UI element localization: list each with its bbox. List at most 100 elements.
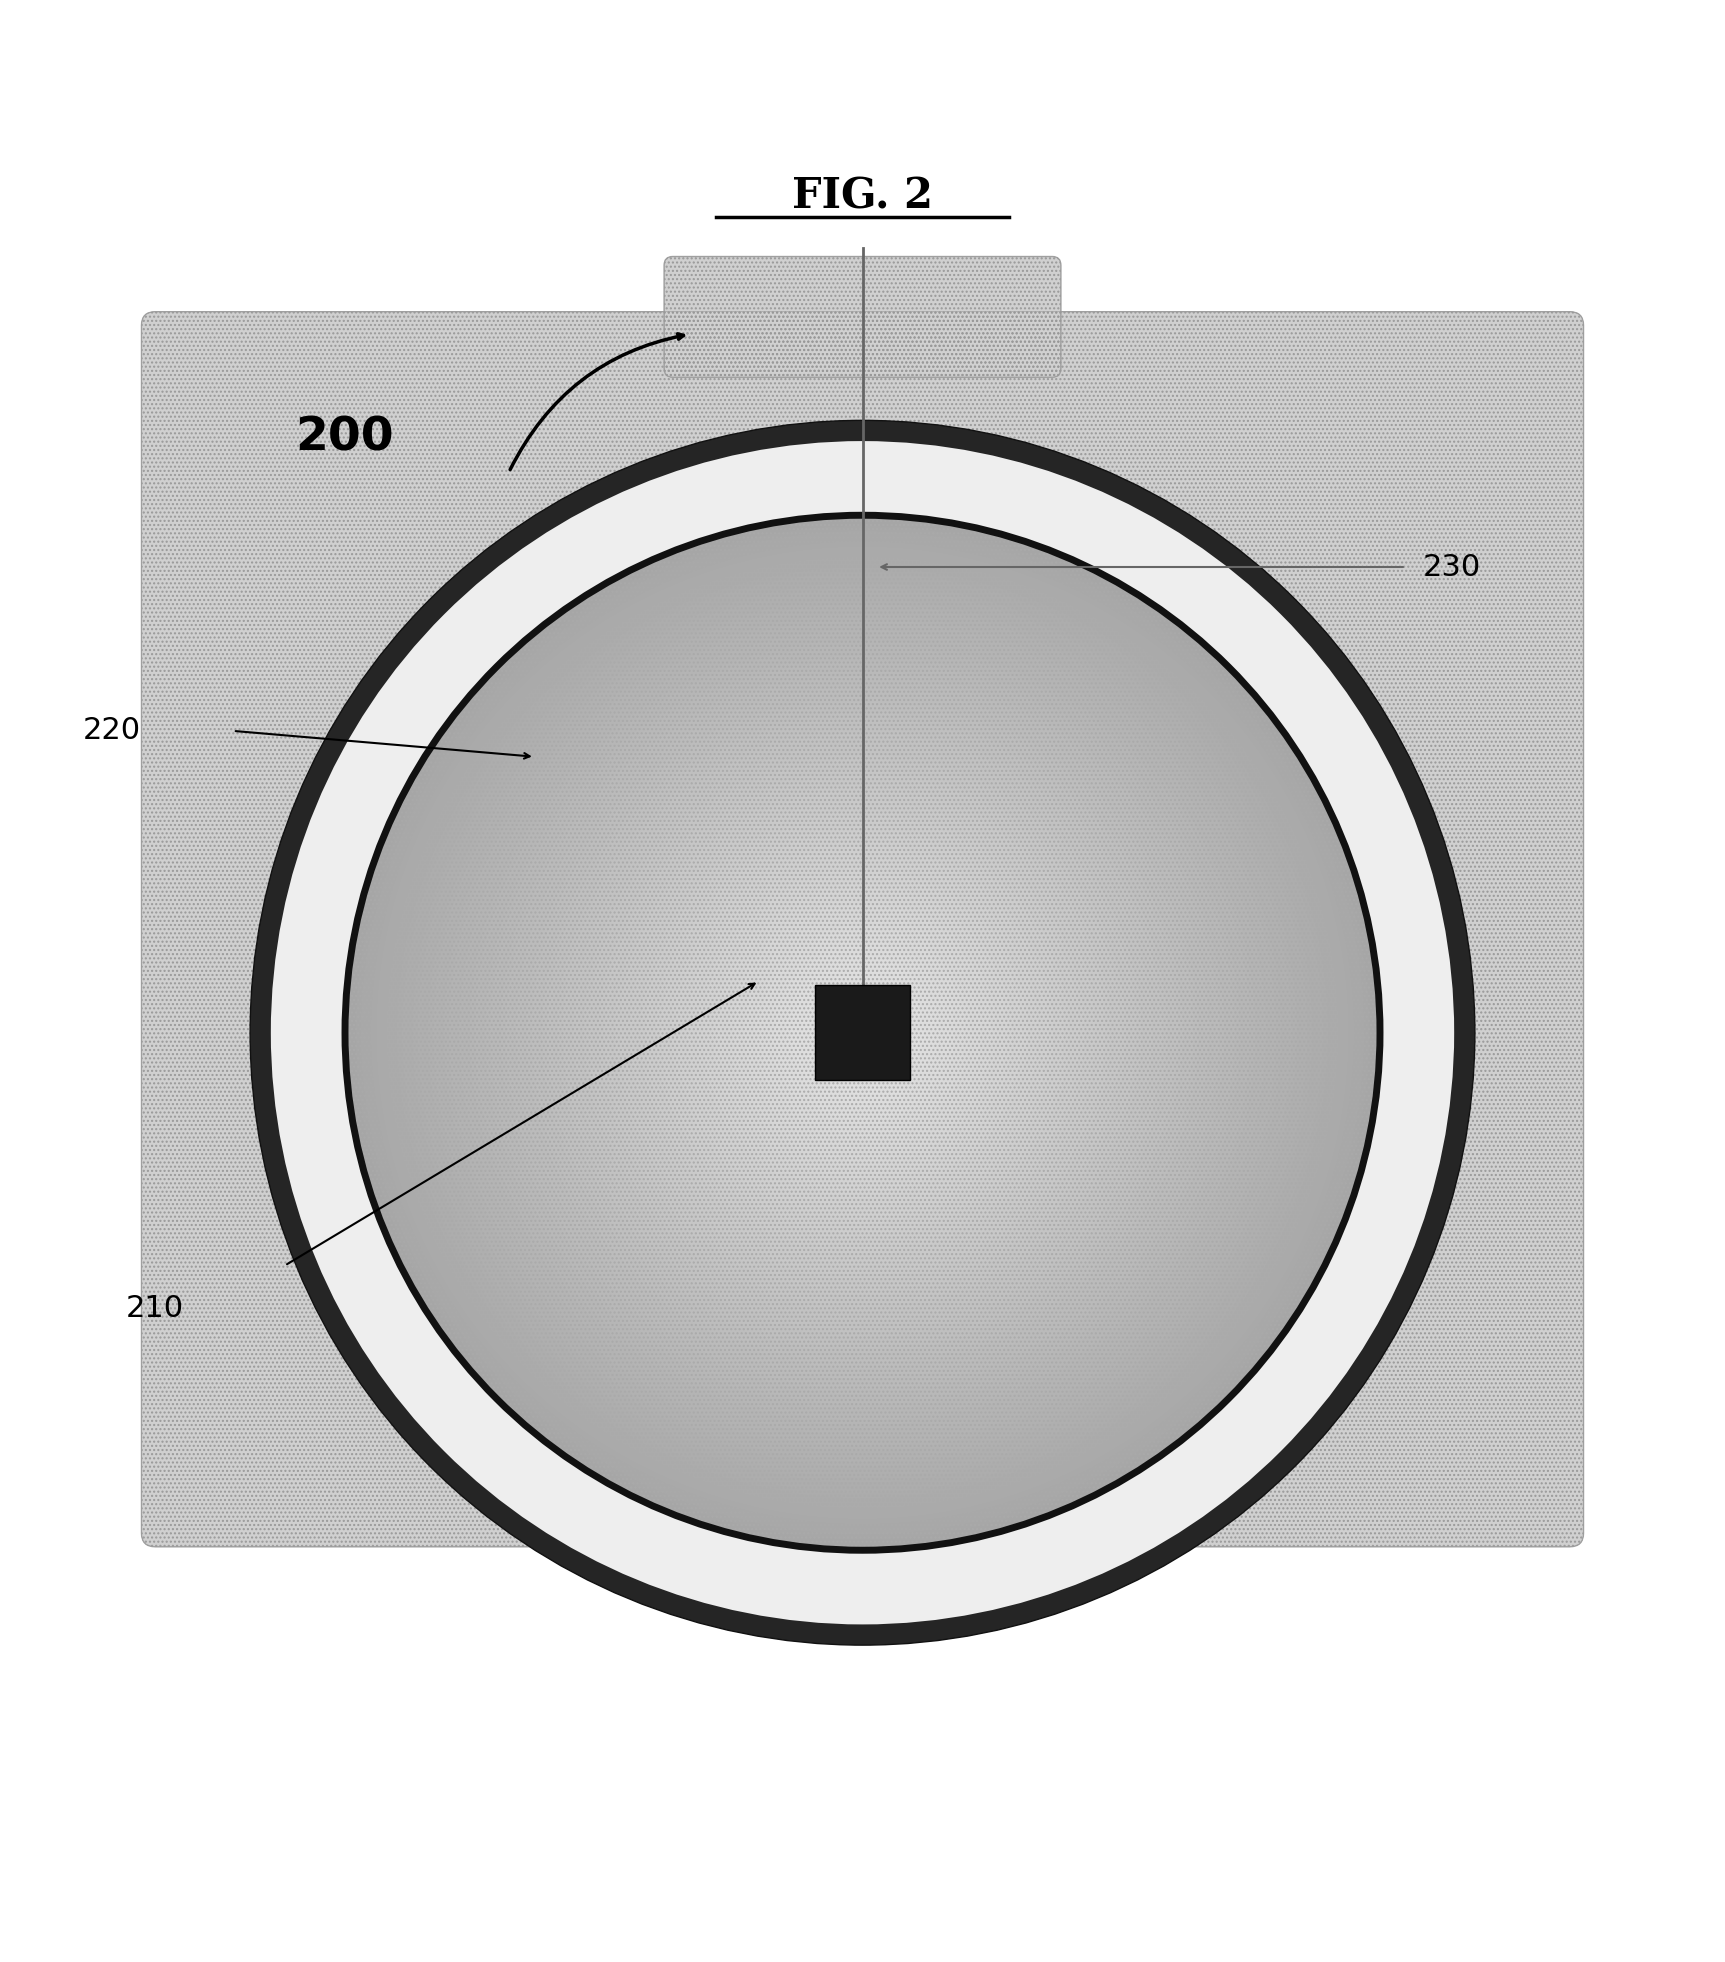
Circle shape xyxy=(759,930,966,1136)
Circle shape xyxy=(412,583,1313,1483)
Circle shape xyxy=(806,975,919,1089)
Circle shape xyxy=(250,420,1475,1644)
Circle shape xyxy=(687,857,1038,1209)
Circle shape xyxy=(697,867,1028,1199)
Circle shape xyxy=(578,748,1147,1317)
Circle shape xyxy=(816,987,909,1079)
Circle shape xyxy=(593,763,1132,1303)
Circle shape xyxy=(775,946,950,1120)
Circle shape xyxy=(371,542,1354,1524)
Text: 230: 230 xyxy=(1423,553,1482,581)
Text: 210: 210 xyxy=(126,1295,185,1322)
Circle shape xyxy=(795,965,930,1101)
Circle shape xyxy=(531,702,1194,1364)
FancyBboxPatch shape xyxy=(141,312,1584,1546)
Circle shape xyxy=(433,602,1292,1462)
Circle shape xyxy=(542,712,1183,1354)
Circle shape xyxy=(650,820,1075,1246)
Circle shape xyxy=(500,671,1225,1395)
Circle shape xyxy=(361,532,1364,1534)
Text: FIG. 2: FIG. 2 xyxy=(792,175,933,218)
Circle shape xyxy=(624,795,1101,1271)
Circle shape xyxy=(366,536,1359,1530)
Circle shape xyxy=(738,908,987,1158)
Circle shape xyxy=(712,883,1013,1183)
FancyBboxPatch shape xyxy=(664,257,1061,377)
Circle shape xyxy=(355,526,1370,1540)
Circle shape xyxy=(392,561,1333,1503)
Circle shape xyxy=(852,1022,873,1044)
Circle shape xyxy=(681,852,1044,1214)
Circle shape xyxy=(438,608,1287,1458)
Circle shape xyxy=(485,655,1240,1411)
Circle shape xyxy=(780,950,945,1116)
Circle shape xyxy=(583,753,1142,1313)
Circle shape xyxy=(443,614,1282,1452)
Circle shape xyxy=(666,836,1059,1230)
Circle shape xyxy=(459,630,1266,1436)
Circle shape xyxy=(397,567,1328,1499)
Circle shape xyxy=(733,903,992,1162)
Circle shape xyxy=(604,773,1121,1291)
Circle shape xyxy=(831,1003,894,1063)
Circle shape xyxy=(707,877,1018,1189)
Circle shape xyxy=(640,810,1085,1256)
Circle shape xyxy=(454,624,1271,1442)
Circle shape xyxy=(516,687,1209,1379)
Circle shape xyxy=(505,675,1220,1389)
Circle shape xyxy=(547,716,1178,1348)
Circle shape xyxy=(800,971,925,1095)
Circle shape xyxy=(464,634,1261,1430)
Circle shape xyxy=(671,842,1054,1224)
Circle shape xyxy=(423,593,1302,1473)
Circle shape xyxy=(857,1028,868,1038)
Circle shape xyxy=(676,846,1049,1218)
Circle shape xyxy=(568,738,1157,1328)
Circle shape xyxy=(599,769,1126,1297)
Circle shape xyxy=(790,959,935,1105)
Circle shape xyxy=(552,722,1173,1344)
Circle shape xyxy=(821,991,904,1073)
Circle shape xyxy=(417,589,1308,1477)
Circle shape xyxy=(609,779,1116,1287)
Circle shape xyxy=(495,665,1230,1401)
Circle shape xyxy=(769,940,956,1126)
Circle shape xyxy=(764,934,961,1130)
Circle shape xyxy=(754,924,971,1142)
Circle shape xyxy=(536,706,1189,1360)
Circle shape xyxy=(402,573,1323,1493)
Circle shape xyxy=(842,1012,883,1054)
Circle shape xyxy=(656,826,1070,1240)
Circle shape xyxy=(469,640,1256,1426)
Circle shape xyxy=(350,520,1375,1546)
Circle shape xyxy=(847,1016,878,1048)
Circle shape xyxy=(511,681,1214,1385)
Circle shape xyxy=(743,914,982,1152)
Circle shape xyxy=(376,545,1349,1519)
Circle shape xyxy=(573,744,1152,1322)
Circle shape xyxy=(723,893,1002,1173)
Text: 200: 200 xyxy=(295,416,395,461)
Circle shape xyxy=(661,832,1064,1234)
Circle shape xyxy=(562,732,1163,1332)
Circle shape xyxy=(386,557,1339,1509)
Circle shape xyxy=(718,889,1007,1177)
Circle shape xyxy=(728,899,997,1167)
Circle shape xyxy=(702,873,1023,1193)
Bar xyxy=(814,985,911,1081)
Circle shape xyxy=(428,598,1297,1468)
Circle shape xyxy=(785,955,940,1110)
Circle shape xyxy=(635,804,1090,1260)
Text: 220: 220 xyxy=(83,716,141,746)
Circle shape xyxy=(474,645,1251,1420)
Circle shape xyxy=(480,649,1245,1417)
Circle shape xyxy=(557,728,1168,1338)
Circle shape xyxy=(407,577,1318,1487)
Circle shape xyxy=(381,551,1344,1515)
Circle shape xyxy=(345,516,1380,1550)
Circle shape xyxy=(448,618,1276,1446)
Circle shape xyxy=(826,997,899,1069)
Circle shape xyxy=(526,697,1199,1369)
Circle shape xyxy=(630,800,1095,1265)
Circle shape xyxy=(645,816,1080,1250)
